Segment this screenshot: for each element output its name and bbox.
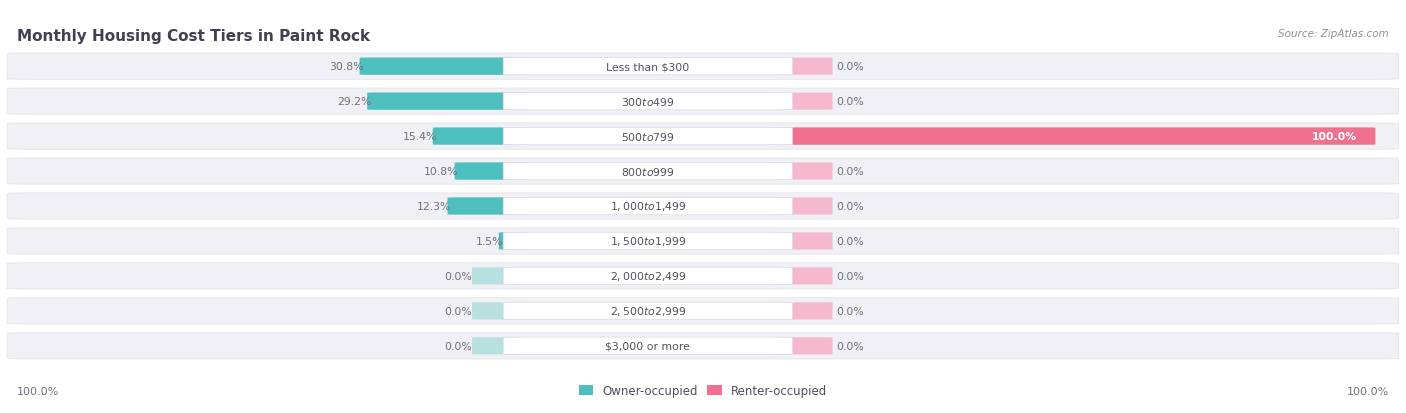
- FancyBboxPatch shape: [360, 58, 529, 76]
- FancyBboxPatch shape: [472, 303, 524, 320]
- Text: 15.4%: 15.4%: [402, 132, 437, 142]
- Text: $2,500 to $2,999: $2,500 to $2,999: [610, 305, 686, 318]
- FancyBboxPatch shape: [7, 263, 1399, 290]
- Text: $1,000 to $1,499: $1,000 to $1,499: [610, 200, 686, 213]
- Text: 0.0%: 0.0%: [837, 97, 865, 107]
- Text: 100.0%: 100.0%: [1312, 132, 1358, 142]
- FancyBboxPatch shape: [367, 93, 529, 111]
- FancyBboxPatch shape: [499, 233, 529, 250]
- FancyBboxPatch shape: [503, 233, 793, 250]
- FancyBboxPatch shape: [503, 302, 793, 320]
- FancyBboxPatch shape: [503, 93, 793, 111]
- FancyBboxPatch shape: [503, 337, 793, 355]
- Text: 0.0%: 0.0%: [837, 271, 865, 281]
- Text: 0.0%: 0.0%: [444, 306, 472, 316]
- FancyBboxPatch shape: [472, 268, 524, 285]
- Text: $2,000 to $2,499: $2,000 to $2,499: [610, 270, 686, 283]
- Text: 0.0%: 0.0%: [837, 306, 865, 316]
- Text: 12.3%: 12.3%: [418, 202, 451, 211]
- Text: $800 to $999: $800 to $999: [621, 166, 675, 178]
- FancyBboxPatch shape: [454, 163, 529, 180]
- FancyBboxPatch shape: [503, 58, 793, 76]
- FancyBboxPatch shape: [433, 128, 529, 145]
- FancyBboxPatch shape: [772, 337, 832, 354]
- FancyBboxPatch shape: [772, 303, 832, 320]
- Text: $1,500 to $1,999: $1,500 to $1,999: [610, 235, 686, 248]
- FancyBboxPatch shape: [7, 333, 1399, 359]
- FancyBboxPatch shape: [7, 159, 1399, 185]
- Text: 0.0%: 0.0%: [444, 341, 472, 351]
- Text: 0.0%: 0.0%: [837, 202, 865, 211]
- Text: 29.2%: 29.2%: [337, 97, 371, 107]
- FancyBboxPatch shape: [7, 193, 1399, 220]
- FancyBboxPatch shape: [772, 163, 832, 180]
- Text: 10.8%: 10.8%: [425, 166, 458, 177]
- Text: 30.8%: 30.8%: [329, 62, 364, 72]
- FancyBboxPatch shape: [447, 198, 529, 215]
- Text: 0.0%: 0.0%: [837, 62, 865, 72]
- Text: Less than $300: Less than $300: [606, 62, 689, 72]
- Text: 0.0%: 0.0%: [837, 166, 865, 177]
- FancyBboxPatch shape: [503, 128, 793, 145]
- FancyBboxPatch shape: [503, 198, 793, 215]
- Text: 0.0%: 0.0%: [837, 236, 865, 247]
- FancyBboxPatch shape: [772, 59, 832, 76]
- FancyBboxPatch shape: [472, 337, 524, 354]
- FancyBboxPatch shape: [7, 54, 1399, 80]
- Text: $300 to $499: $300 to $499: [621, 96, 675, 108]
- Text: 0.0%: 0.0%: [837, 341, 865, 351]
- Text: $3,000 or more: $3,000 or more: [606, 341, 690, 351]
- Text: 1.5%: 1.5%: [475, 236, 503, 247]
- FancyBboxPatch shape: [503, 268, 793, 285]
- FancyBboxPatch shape: [503, 163, 793, 180]
- Text: 0.0%: 0.0%: [444, 271, 472, 281]
- Text: $500 to $799: $500 to $799: [621, 131, 675, 143]
- FancyBboxPatch shape: [7, 89, 1399, 115]
- FancyBboxPatch shape: [772, 233, 832, 250]
- FancyBboxPatch shape: [7, 298, 1399, 324]
- FancyBboxPatch shape: [7, 228, 1399, 254]
- FancyBboxPatch shape: [772, 198, 832, 215]
- Text: 100.0%: 100.0%: [17, 387, 59, 396]
- FancyBboxPatch shape: [772, 268, 832, 285]
- FancyBboxPatch shape: [7, 123, 1399, 150]
- Text: Source: ZipAtlas.com: Source: ZipAtlas.com: [1278, 29, 1389, 39]
- Legend: Owner-occupied, Renter-occupied: Owner-occupied, Renter-occupied: [574, 379, 832, 401]
- FancyBboxPatch shape: [772, 93, 832, 110]
- Text: Monthly Housing Cost Tiers in Paint Rock: Monthly Housing Cost Tiers in Paint Rock: [17, 29, 370, 44]
- FancyBboxPatch shape: [768, 128, 1375, 145]
- Text: 100.0%: 100.0%: [1347, 387, 1389, 396]
